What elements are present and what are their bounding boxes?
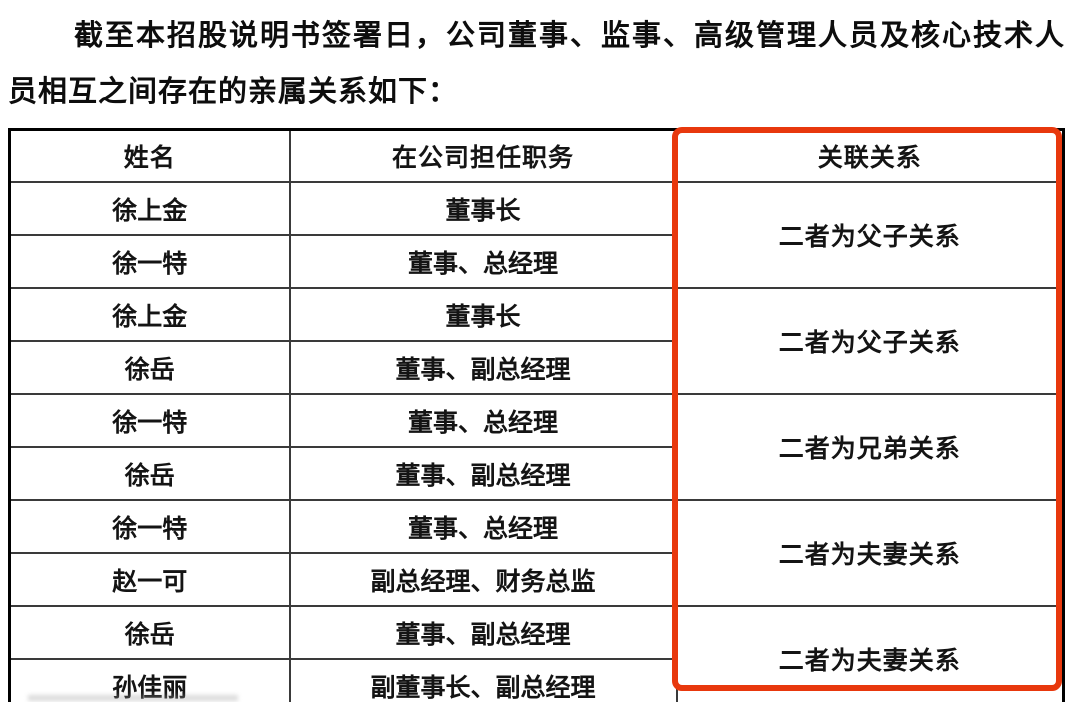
intro-line-1: 截至本招股说明书签署日，公司董事、监事、高级管理人员及核心技术人 [74,20,1067,52]
name-cell: 徐一特 [8,393,291,448]
table-row: 徐一特 董事、总经理 二者为夫妻关系 [8,499,1065,607]
position-cell: 董事、副总经理 [288,605,678,660]
table-row: 徐上金 董事长 二者为父子关系 [8,287,1065,395]
cropped-text-artifact [28,695,238,701]
header-position: 在公司担任职务 [288,128,678,183]
name-cell: 孙佳丽 [8,658,291,702]
table-row: 徐岳 董事、副总经理 二者为夫妻关系 [8,605,1065,702]
name-cell: 赵一可 [8,552,291,607]
name-cell: 徐岳 [8,340,291,395]
table-row: 赵一可 副总经理、财务总监 [8,552,1064,607]
table-row: 徐岳 董事、副总经理 [8,446,1064,501]
name-cell: 徐上金 [8,181,291,236]
position-cell: 董事、总经理 [288,234,678,289]
header-relationship: 关联关系 [675,128,1065,183]
position-cell: 董事、副总经理 [288,446,678,501]
relationship-cell: 二者为父子关系 [675,181,1065,289]
relationship-cell: 二者为夫妻关系 [675,499,1065,607]
position-cell: 董事长 [288,287,678,342]
position-cell: 董事、总经理 [288,499,678,554]
intro-line-2: 员相互之间存在的亲属关系如下： [8,76,459,108]
relationship-cell: 二者为父子关系 [675,287,1065,395]
name-cell: 徐岳 [8,446,291,501]
name-cell: 徐一特 [8,499,291,554]
position-cell: 董事、总经理 [288,393,678,448]
relationship-cell: 二者为兄弟关系 [675,393,1065,501]
table-row: 孙佳丽 副董事长、副总经理 [8,658,1064,702]
table-row: 徐上金 董事长 二者为父子关系 [8,181,1065,289]
table-header-row: 姓名 在公司担任职务 关联关系 [8,128,1065,183]
kinship-table: 姓名 在公司担任职务 关联关系 徐上金 董事长 二者为父子关系 徐一特 董事、总… [8,128,1065,702]
position-cell: 董事长 [288,181,678,236]
intro-paragraph: 截至本招股说明书签署日，公司董事、监事、高级管理人员及核心技术人 员相互之间存在… [8,8,1070,120]
name-cell: 徐上金 [8,287,291,342]
table-row: 徐一特 董事、总经理 [8,234,1064,289]
position-cell: 董事、副总经理 [288,340,678,395]
relationship-cell: 二者为夫妻关系 [675,605,1065,702]
name-cell: 徐岳 [8,605,291,660]
position-cell: 副总经理、财务总监 [288,552,678,607]
table-row: 徐岳 董事、副总经理 [8,340,1064,395]
header-name: 姓名 [8,128,291,183]
position-cell: 副董事长、副总经理 [288,658,678,702]
name-cell: 徐一特 [8,234,291,289]
table-row: 徐一特 董事、总经理 二者为兄弟关系 [8,393,1065,501]
